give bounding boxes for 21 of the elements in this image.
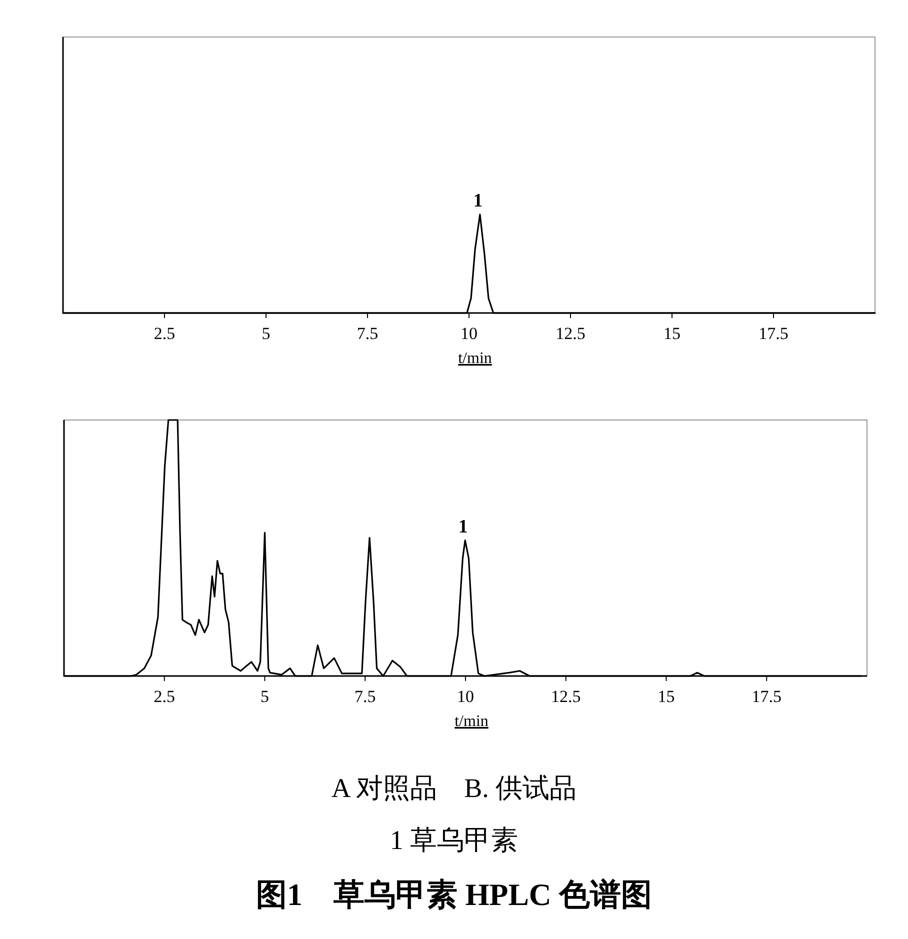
- x-tick-label: 15: [658, 687, 675, 706]
- x-tick-label: 2.5: [154, 687, 175, 706]
- x-tick-label: 12.5: [551, 687, 581, 706]
- caption: 图1 草乌甲素 HPLC 色谱图: [256, 877, 652, 912]
- annotation: 1: [473, 190, 483, 212]
- x-axis-title: t/min: [454, 713, 488, 730]
- x-tick-label: 7.5: [354, 687, 376, 706]
- text: A 对照品 B. 供试品: [331, 773, 577, 803]
- x-tick-label: 2.5: [154, 324, 176, 343]
- text: 1 草乌甲素: [390, 825, 518, 855]
- x-tick-label: 5: [260, 687, 269, 706]
- x-tick-label: 7.5: [356, 324, 378, 343]
- x-tick-label: 17.5: [752, 687, 782, 706]
- x-tick-label: 5: [262, 324, 270, 343]
- x-tick-label: 17.5: [758, 324, 788, 343]
- x-axis-title: t/min: [458, 350, 492, 367]
- x-tick-label: 10: [460, 324, 478, 343]
- x-tick-label: 10: [457, 687, 474, 706]
- annotation: 1: [458, 516, 468, 538]
- x-tick-label: 12.5: [556, 324, 586, 343]
- x-tick-label: 15: [664, 324, 680, 343]
